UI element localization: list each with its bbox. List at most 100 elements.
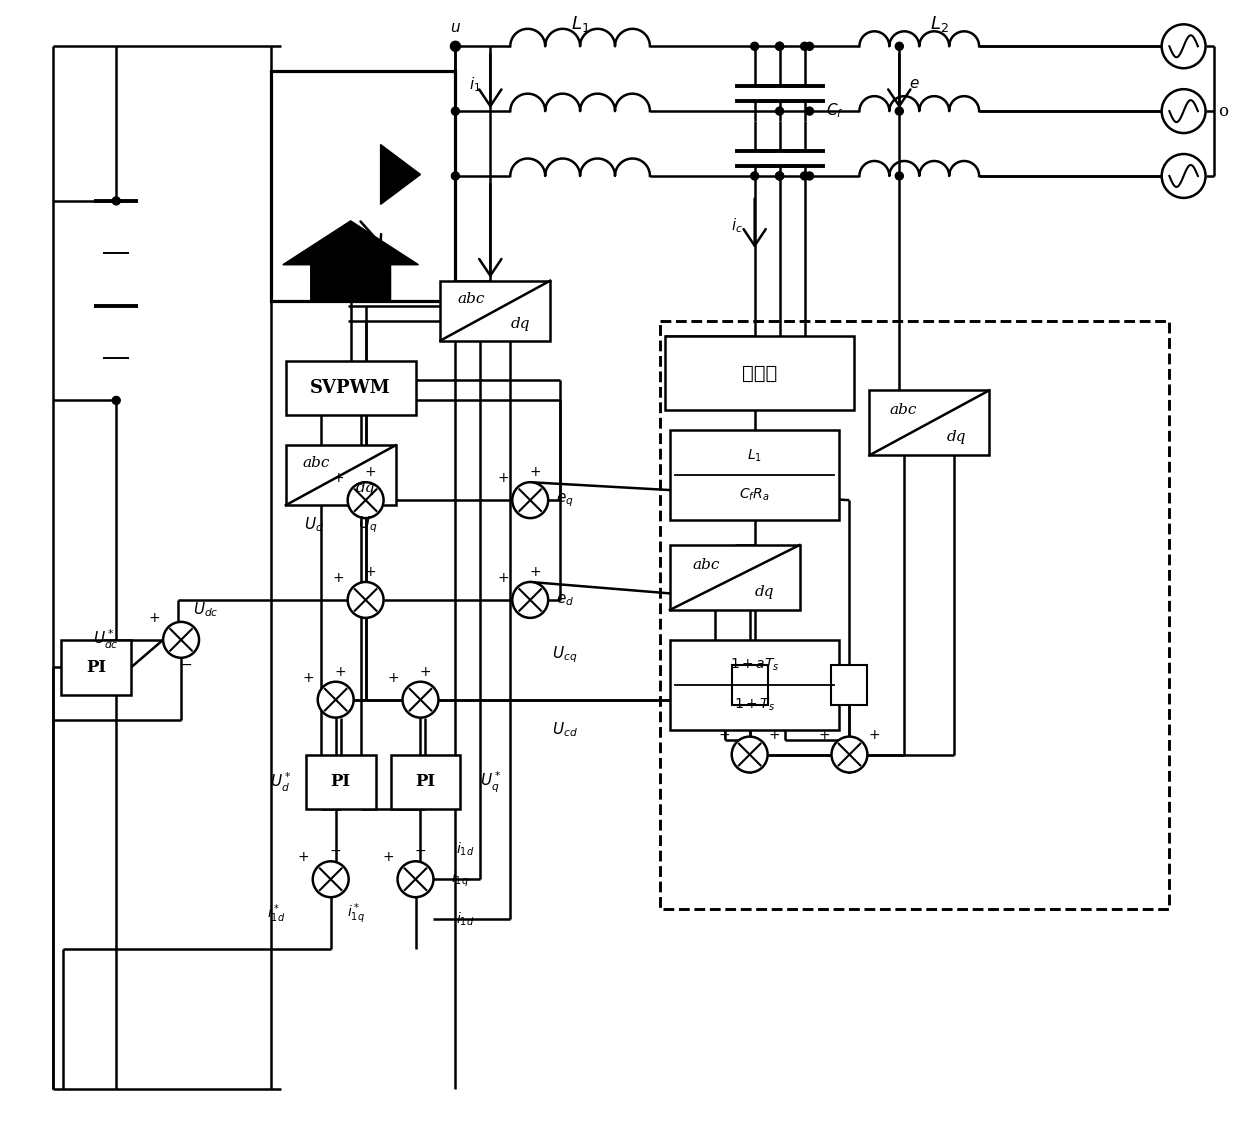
Text: $U_{dc}$: $U_{dc}$: [193, 600, 218, 620]
Text: abc: abc: [889, 402, 916, 417]
Bar: [869, 390, 990, 455]
Circle shape: [750, 42, 759, 50]
Text: $U_q$: $U_q$: [358, 515, 377, 536]
Circle shape: [775, 42, 784, 50]
Text: dq: dq: [356, 481, 376, 496]
Bar: [270, 72, 455, 300]
Text: +: +: [497, 471, 510, 485]
Text: +: +: [818, 728, 831, 741]
Text: $e_q$: $e_q$: [557, 491, 574, 509]
Bar: [665, 335, 854, 410]
Text: $L_1$: $L_1$: [570, 15, 589, 34]
Circle shape: [801, 172, 808, 180]
Circle shape: [450, 41, 460, 51]
Circle shape: [895, 172, 903, 180]
Text: +: +: [303, 671, 315, 684]
Circle shape: [775, 107, 784, 115]
Text: $i_{1d}$: $i_{1d}$: [456, 911, 475, 928]
Text: +: +: [388, 671, 399, 684]
Bar: [670, 545, 800, 609]
Text: +: +: [383, 850, 394, 864]
Text: $C_f$: $C_f$: [826, 102, 843, 121]
Circle shape: [732, 737, 768, 772]
Circle shape: [312, 862, 348, 897]
Circle shape: [403, 682, 439, 717]
Circle shape: [1162, 24, 1205, 68]
Text: dq: dq: [947, 430, 966, 445]
Circle shape: [1162, 153, 1205, 198]
Text: +: +: [149, 611, 160, 625]
Text: $i_1$: $i_1$: [470, 75, 481, 93]
Text: 滤波器: 滤波器: [742, 364, 777, 382]
Polygon shape: [283, 221, 418, 300]
Bar: [440, 281, 551, 341]
Circle shape: [347, 582, 383, 617]
Text: +: +: [419, 665, 432, 679]
Text: +: +: [332, 571, 345, 584]
Circle shape: [895, 42, 903, 50]
Text: PI: PI: [87, 658, 107, 675]
Circle shape: [113, 397, 120, 405]
Text: PI: PI: [331, 773, 351, 790]
Text: +: +: [868, 728, 880, 741]
Text: $i_{1d}$: $i_{1d}$: [456, 840, 475, 858]
Text: $1+T_s$: $1+T_s$: [734, 696, 775, 713]
Circle shape: [451, 107, 459, 115]
Circle shape: [347, 482, 383, 518]
Circle shape: [801, 42, 808, 50]
Text: abc: abc: [303, 456, 330, 471]
Circle shape: [775, 42, 784, 50]
Text: $U_{dc}^*$: $U_{dc}^*$: [93, 629, 119, 652]
Circle shape: [775, 172, 784, 180]
Bar: [306, 755, 376, 810]
Bar: [61, 640, 131, 695]
Text: $C_f R_a$: $C_f R_a$: [739, 487, 770, 504]
Bar: [832, 665, 868, 705]
Text: PI: PI: [415, 773, 435, 790]
Polygon shape: [381, 144, 420, 205]
Text: $1+aT_s$: $1+aT_s$: [730, 657, 780, 673]
Text: $i_{1d}^*$: $i_{1d}^*$: [267, 903, 285, 926]
Text: −: −: [414, 845, 427, 858]
Text: $U_q^*$: $U_q^*$: [480, 770, 501, 795]
Text: +: +: [529, 465, 541, 479]
Text: $U_{cd}$: $U_{cd}$: [552, 720, 578, 739]
Circle shape: [806, 42, 813, 50]
Circle shape: [832, 737, 868, 772]
Text: abc: abc: [458, 292, 485, 306]
Text: $L_1$: $L_1$: [748, 447, 763, 464]
Circle shape: [1162, 89, 1205, 133]
Text: o: o: [1219, 102, 1229, 119]
Bar: [732, 665, 768, 705]
Circle shape: [317, 682, 353, 717]
Circle shape: [512, 482, 548, 518]
Text: +: +: [529, 565, 541, 579]
Text: $i_{1q}$: $i_{1q}$: [451, 870, 469, 889]
Text: abc: abc: [692, 557, 720, 572]
Bar: [670, 430, 839, 520]
Circle shape: [164, 622, 200, 658]
Circle shape: [775, 172, 784, 180]
Text: dq: dq: [511, 317, 531, 331]
Text: $u$: $u$: [450, 22, 461, 35]
Circle shape: [895, 107, 903, 115]
Text: $U_d^*$: $U_d^*$: [270, 771, 291, 794]
Bar: [285, 446, 396, 505]
Text: +: +: [769, 728, 780, 741]
Text: +: +: [335, 665, 346, 679]
Text: $U_{cq}$: $U_{cq}$: [553, 645, 578, 665]
Circle shape: [451, 172, 459, 180]
Text: $i_c$: $i_c$: [730, 216, 743, 235]
Bar: [660, 321, 1168, 910]
Text: SVPWM: SVPWM: [310, 379, 391, 397]
Text: +: +: [365, 565, 377, 579]
Circle shape: [512, 582, 548, 617]
Text: +: +: [298, 850, 310, 864]
Text: dq: dq: [755, 584, 774, 599]
Text: +: +: [365, 465, 377, 479]
Text: $e_d$: $e_d$: [556, 592, 574, 608]
Bar: [391, 755, 460, 810]
Text: $e$: $e$: [909, 77, 920, 91]
Circle shape: [806, 107, 813, 115]
Text: +: +: [332, 471, 345, 485]
